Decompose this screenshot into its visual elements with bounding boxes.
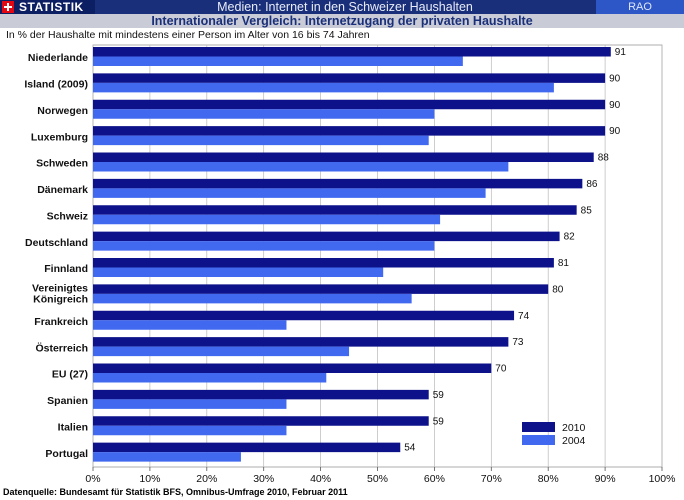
legend-swatch [522,422,555,432]
data-label: 59 [433,416,445,427]
category-label: Luxemburg [31,131,88,143]
brand-label: STATISTIK [19,0,84,14]
bar-2010 [93,99,606,110]
x-tick-label: 80% [538,473,559,485]
bar-2004 [93,346,350,357]
data-label: 59 [433,390,445,401]
brand-block: STATISTIK [0,0,95,14]
category-label: Portugal [45,448,88,460]
legend-label: 2004 [562,435,586,447]
rao-tag: RAO [596,0,684,14]
top-bar [0,0,684,14]
bar-2004 [93,214,441,225]
bar-2010 [93,178,583,189]
bar-2010 [93,126,606,136]
category-label: Vereinigtes [32,283,88,295]
chart-note: In % der Haushalte mit mindestens einer … [6,29,370,41]
data-label: 90 [609,73,621,84]
bar-2004 [93,135,429,146]
swiss-cross-icon [2,1,14,13]
bar-2004 [93,162,509,172]
x-tick-label: 30% [253,473,274,485]
data-label: 91 [615,47,627,58]
data-label: 90 [609,100,621,111]
category-label: Niederlande [28,52,88,64]
data-label: 80 [552,284,564,295]
bar-2004 [93,320,287,330]
bar-2010 [93,73,606,83]
data-label: 88 [598,153,610,164]
category-label: Schweiz [47,210,88,222]
bar-2010 [93,416,429,426]
category-label: Italien [58,421,88,433]
data-label: 81 [558,258,570,269]
bar-2010 [93,363,492,373]
category-label: Norwegen [37,105,88,117]
bar-2004 [93,267,384,277]
data-label: 85 [581,205,593,216]
x-tick-label: 20% [196,473,217,485]
data-label: 70 [495,364,507,375]
data-label: 82 [564,232,576,243]
bar-2010 [93,337,509,347]
data-label: 86 [586,179,598,190]
category-label: Schweden [36,158,88,170]
category-label: Dänemark [37,184,88,196]
bar-2010 [93,258,554,268]
x-tick-label: 50% [367,473,388,485]
category-label: Island (2009) [24,79,88,91]
bar-2004 [93,373,327,383]
data-label: 74 [518,311,530,322]
data-label: 90 [609,126,621,137]
chart-title: Internationaler Vergleich: Internetzugan… [0,14,684,28]
bar-2004 [93,293,412,304]
source-note: Datenquelle: Bundesamt für Statistik BFS… [3,487,348,497]
bar-2010 [93,284,549,294]
bar-2004 [93,452,241,462]
category-label: Finnland [44,263,88,275]
bar-2004 [93,82,554,93]
bar-2010 [93,310,515,321]
bar-2004 [93,241,435,251]
bar-2010 [93,389,429,400]
bar-2010 [93,442,401,453]
data-label: 54 [404,443,416,454]
x-tick-label: 0% [85,473,100,485]
category-label: Deutschland [25,237,88,249]
x-tick-label: 10% [139,473,160,485]
bar-2010 [93,205,577,215]
x-tick-label: 60% [424,473,445,485]
bar-2004 [93,56,463,66]
category-label: Frankreich [34,316,88,328]
data-label: 73 [512,337,524,348]
legend-swatch [522,435,555,445]
x-tick-label: 40% [310,473,331,485]
x-tick-label: 70% [481,473,502,485]
legend-label: 2010 [562,422,586,434]
bar-2004 [93,109,435,119]
category-label: EU (27) [52,369,88,381]
bar-2010 [93,47,611,57]
category-label: Königreich [33,294,88,306]
page-title: Medien: Internet in den Schweizer Hausha… [217,0,473,14]
bar-2004 [93,399,287,409]
x-tick-label: 90% [595,473,616,485]
bar-2004 [93,425,287,436]
bar-2010 [93,152,594,162]
category-label: Spanien [47,395,88,407]
category-label: Österreich [35,341,88,354]
x-tick-label: 100% [649,473,676,485]
bar-2010 [93,231,560,242]
bar-2004 [93,188,486,198]
